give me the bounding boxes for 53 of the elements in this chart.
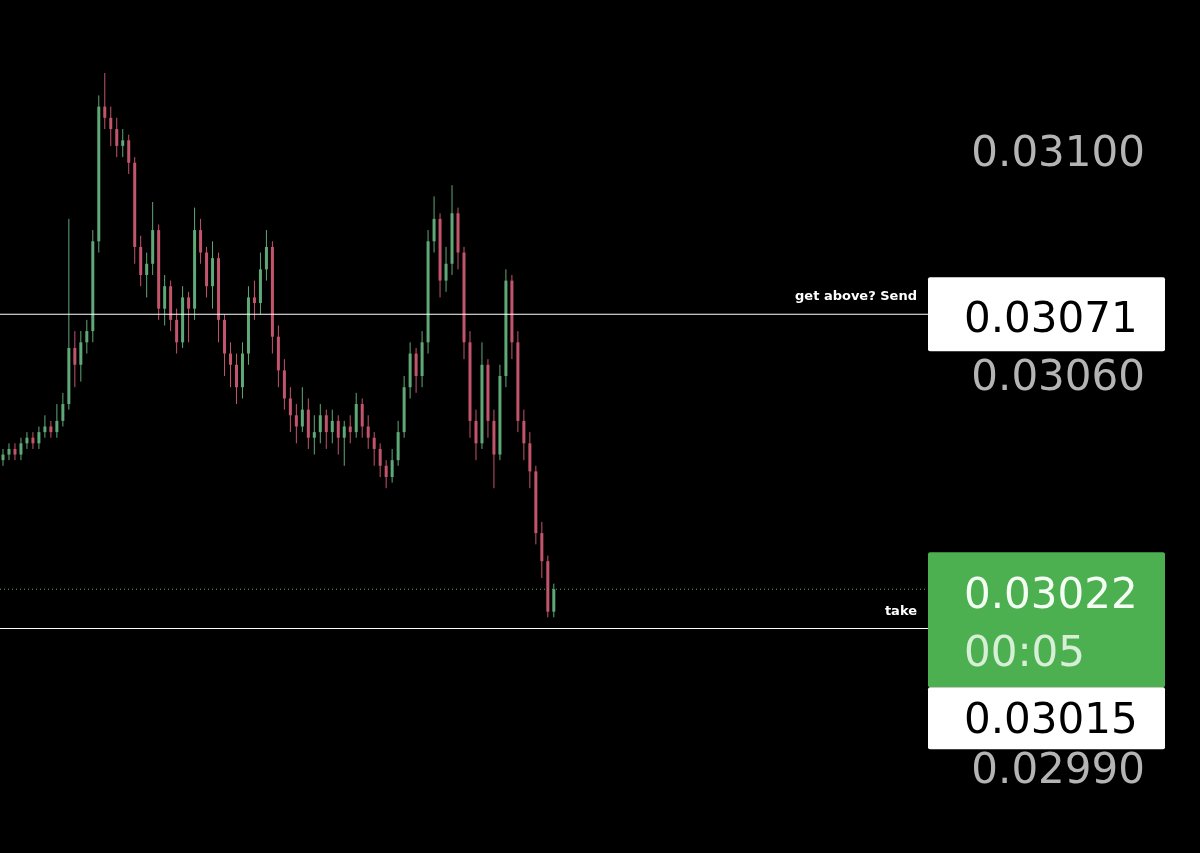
- y-tick-label: 0.03060: [971, 351, 1145, 401]
- candlestick: [432, 195, 436, 254]
- y-tick-label: 0.03100: [971, 127, 1145, 177]
- candlestick: [318, 403, 322, 444]
- candlestick: [55, 403, 59, 439]
- candlestick: [288, 386, 292, 433]
- ref-line-label: 0.03071: [964, 292, 1138, 342]
- candlestick: [13, 442, 17, 461]
- candlestick: [19, 437, 23, 461]
- annotation: take: [884, 602, 918, 618]
- candlestick: [330, 409, 334, 444]
- candlestick: [336, 414, 340, 456]
- candlestick: [372, 431, 376, 467]
- ref-line-label: 0.03022: [964, 568, 1138, 618]
- candlestick: [474, 409, 478, 461]
- candlestick: [187, 291, 191, 343]
- candlestick: [103, 72, 107, 130]
- candlestick: [61, 392, 65, 427]
- candlestick: [127, 134, 131, 175]
- candlestick: [7, 442, 11, 461]
- candlestick: [552, 583, 556, 618]
- candlestick: [342, 420, 346, 467]
- candlestick: [234, 353, 238, 405]
- candlestick: [229, 341, 232, 388]
- ref-line-label: 0.03015: [964, 693, 1138, 743]
- annotation: get above? Send: [795, 288, 917, 304]
- candlestick: [199, 218, 203, 265]
- candlestick: [324, 409, 328, 450]
- candlestick: [163, 274, 167, 326]
- candlestick: [175, 308, 179, 355]
- candlestick: [85, 319, 89, 355]
- candlestick: [360, 397, 364, 439]
- candlestick: [366, 414, 370, 450]
- candlestick: [378, 442, 382, 478]
- text: 00:05: [964, 626, 1086, 676]
- candlestick: [264, 229, 268, 282]
- candlestick: [79, 330, 83, 383]
- candlestick: [109, 106, 113, 147]
- y-tick-label: 0.02990: [971, 744, 1145, 794]
- candlestick: [145, 252, 149, 298]
- candlestick: [384, 459, 388, 489]
- candlestick: [121, 128, 125, 158]
- candlestick: [312, 414, 316, 456]
- candlestick: [390, 448, 394, 484]
- candlestick: [252, 280, 256, 321]
- candlestick: [294, 403, 298, 444]
- candlestick: [37, 426, 41, 450]
- candlestick: [115, 117, 119, 158]
- candlestick: [522, 409, 526, 461]
- candlestick: [414, 347, 418, 394]
- candlestick: [444, 246, 448, 293]
- candlestick: [73, 330, 77, 388]
- candlestick: [300, 386, 304, 433]
